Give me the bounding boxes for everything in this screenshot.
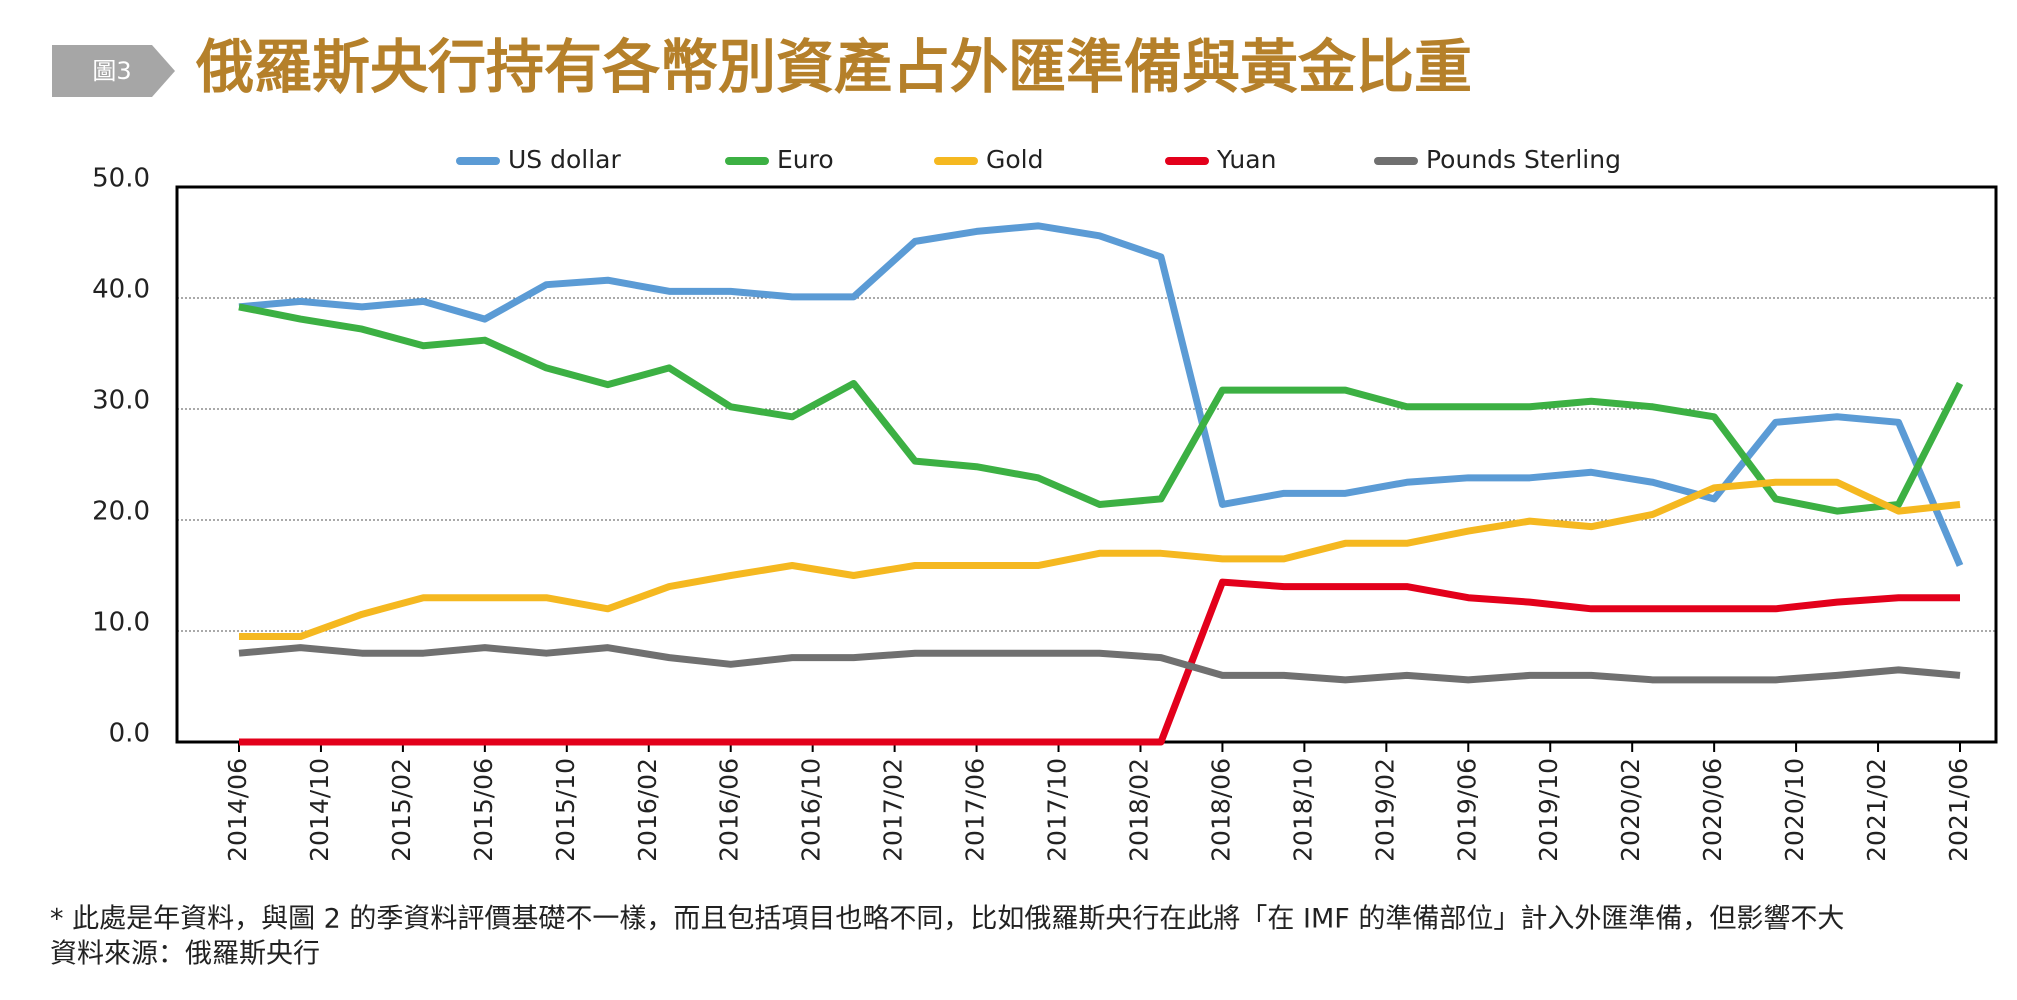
x-tick-label: 2016/02 bbox=[633, 758, 662, 862]
x-tick-label: 2021/06 bbox=[1944, 758, 1973, 862]
x-tick-label: 2014/06 bbox=[223, 758, 252, 862]
x-tick-label: 2019/06 bbox=[1452, 758, 1481, 862]
badge-shape bbox=[52, 45, 175, 97]
x-tick-label: 2017/06 bbox=[961, 758, 990, 862]
y-tick-label: 20.0 bbox=[92, 497, 150, 527]
legend-label: Yuan bbox=[1216, 145, 1276, 174]
x-tick-label: 2018/10 bbox=[1288, 758, 1317, 862]
figure-label: 圖3 bbox=[92, 57, 131, 85]
x-tick-label: 2015/02 bbox=[387, 758, 416, 862]
x-tick-label: 2020/06 bbox=[1698, 758, 1727, 862]
source: 資料來源：俄羅斯央行 bbox=[50, 939, 320, 970]
x-tick-label: 2016/06 bbox=[715, 758, 744, 862]
x-tick-label: 2018/02 bbox=[1124, 758, 1153, 862]
series-line bbox=[239, 578, 1960, 746]
chart-title: 俄羅斯央行持有各幣別資產占外匯準備與黃金比重 bbox=[195, 33, 1472, 101]
x-tick-label: 2020/02 bbox=[1616, 758, 1645, 862]
y-tick-label: 50.0 bbox=[92, 164, 150, 194]
series-line bbox=[239, 478, 1961, 641]
legend-label: US dollar bbox=[508, 145, 621, 174]
x-tick-label: 2020/10 bbox=[1780, 758, 1809, 862]
x-tick-label: 2019/02 bbox=[1370, 758, 1399, 862]
legend-label: Gold bbox=[986, 145, 1043, 174]
x-tick-label: 2015/06 bbox=[469, 758, 498, 862]
series-line bbox=[238, 303, 1964, 515]
x-tick-label: 2018/06 bbox=[1206, 758, 1235, 862]
x-tick-label: 2016/10 bbox=[797, 758, 826, 862]
plot-frame bbox=[175, 185, 1998, 744]
series-line bbox=[238, 222, 1964, 567]
y-tick-label: 30.0 bbox=[92, 386, 150, 416]
x-tick-label: 2017/10 bbox=[1043, 758, 1072, 862]
x-tick-label: 2019/10 bbox=[1534, 758, 1563, 862]
y-tick-label: 10.0 bbox=[92, 608, 150, 638]
x-tick-label: 2015/10 bbox=[551, 758, 580, 862]
x-tick-label: 2017/02 bbox=[879, 758, 908, 862]
x-tick-label: 2021/02 bbox=[1862, 758, 1891, 862]
legend-label: Pounds Sterling bbox=[1426, 145, 1621, 174]
legend-label: Euro bbox=[777, 145, 834, 174]
series-line bbox=[238, 644, 1961, 684]
y-tick-label: 40.0 bbox=[92, 275, 150, 305]
x-tick-label: 2014/10 bbox=[305, 758, 334, 862]
y-tick-label: 0.0 bbox=[109, 719, 150, 749]
footnote: * 此處是年資料，與圖 2 的季資料評價基礎不一樣，而且包括項目也略不同，比如俄… bbox=[50, 904, 1844, 935]
